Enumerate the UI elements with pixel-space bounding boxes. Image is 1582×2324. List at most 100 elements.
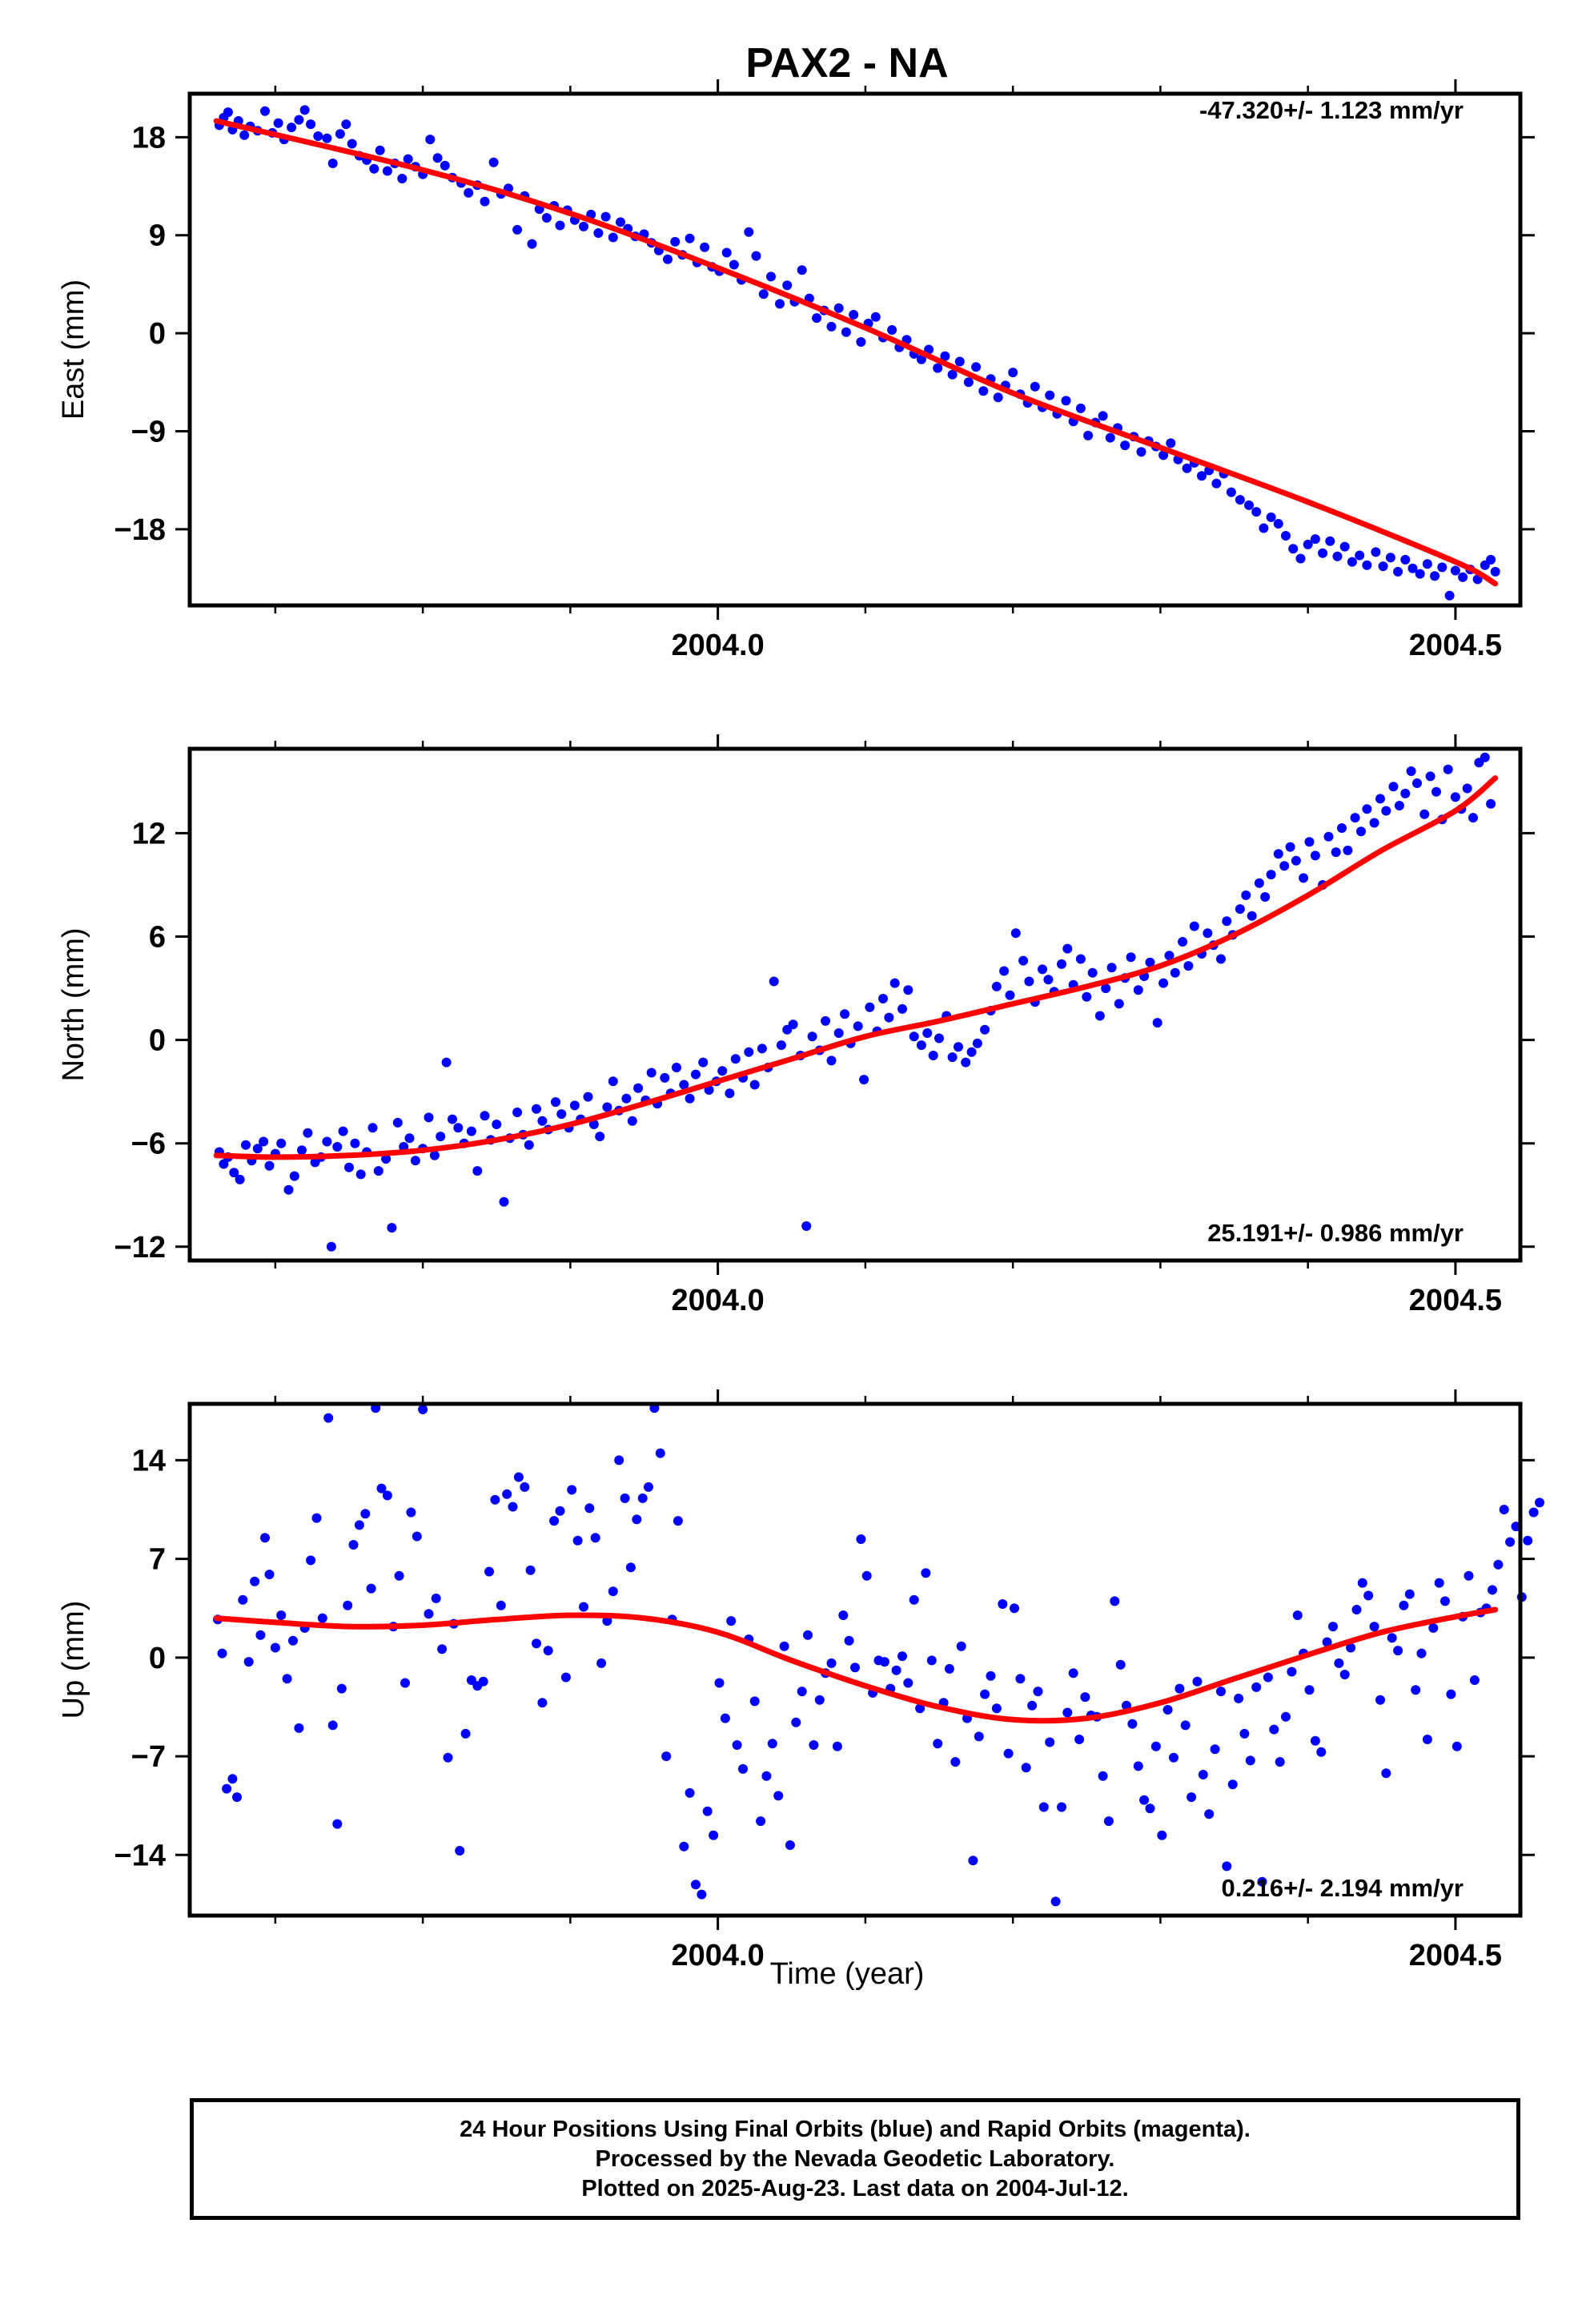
data-point (1241, 890, 1251, 900)
data-point (410, 1156, 420, 1166)
data-point (725, 1088, 735, 1099)
data-point (1399, 1600, 1409, 1610)
data-point (437, 1644, 448, 1655)
data-point (1216, 1687, 1226, 1697)
data-point (590, 1533, 600, 1543)
data-point (1304, 1685, 1315, 1695)
data-point (287, 123, 297, 133)
data-point (259, 1136, 269, 1147)
footer-line-3: Plotted on 2025-Aug-23. Last data on 200… (581, 2175, 1129, 2201)
data-point (685, 1093, 695, 1104)
data-point (480, 196, 490, 207)
data-point (844, 1635, 854, 1646)
data-point (217, 1648, 227, 1659)
data-point (1528, 1507, 1539, 1518)
data-point (431, 1593, 441, 1603)
data-point (1008, 368, 1018, 378)
data-point (1075, 403, 1086, 413)
data-point (773, 1791, 784, 1801)
data-point (1045, 1737, 1055, 1747)
data-point (775, 299, 785, 309)
data-point (1259, 523, 1269, 533)
data-point (833, 303, 844, 313)
data-point (766, 271, 776, 282)
data-point (1325, 536, 1335, 546)
data-point (375, 145, 385, 155)
data-point (928, 1051, 938, 1060)
data-point (1062, 1707, 1073, 1718)
data-point (1082, 991, 1092, 1002)
data-point (341, 119, 351, 130)
data-point (299, 105, 310, 115)
data-point (972, 1038, 982, 1048)
data-point (1446, 1689, 1456, 1699)
data-point (1211, 478, 1222, 489)
data-point (966, 1047, 977, 1057)
data-point (1419, 809, 1430, 819)
data-point (583, 1092, 593, 1102)
data-point (1133, 985, 1143, 995)
data-point (512, 1108, 523, 1117)
data-point (593, 228, 604, 238)
data-point (963, 377, 974, 388)
data-point (700, 242, 710, 252)
data-point (916, 354, 926, 364)
data-point (541, 213, 552, 223)
data-point (1239, 1728, 1250, 1739)
data-point (406, 1507, 416, 1518)
data-point (595, 1132, 605, 1142)
x-tick-label: 2004.5 (1409, 1939, 1502, 1972)
data-point (1145, 957, 1155, 967)
data-point (878, 994, 888, 1003)
data-point (464, 187, 474, 198)
data-point (382, 1490, 392, 1501)
data-point (633, 1083, 644, 1093)
data-point (584, 1503, 595, 1514)
data-point (744, 227, 754, 237)
data-point (926, 1655, 937, 1666)
data-point (243, 1657, 254, 1667)
data-point (644, 1482, 653, 1492)
data-point (1375, 1695, 1385, 1705)
data-point (1110, 1596, 1120, 1606)
data-point (1291, 855, 1301, 866)
data-point (655, 1448, 665, 1458)
data-point (1328, 1622, 1338, 1632)
data-point (1468, 813, 1478, 823)
data-point (327, 1720, 338, 1731)
data-point (499, 1196, 509, 1207)
data-point (841, 327, 851, 337)
data-point (496, 1600, 506, 1610)
data-point (602, 1102, 612, 1112)
chart-title: PAX2 - NA (745, 40, 948, 86)
data-point (1378, 561, 1388, 572)
data-point (944, 1663, 954, 1674)
data-point (1257, 1876, 1267, 1887)
data-point (1404, 1589, 1415, 1599)
data-point (1120, 440, 1130, 451)
data-point (1486, 554, 1496, 565)
data-point (709, 1830, 719, 1840)
data-point (602, 1616, 612, 1626)
data-point (1033, 1687, 1043, 1697)
data-point (347, 139, 357, 149)
data-point (403, 154, 413, 164)
data-point (769, 976, 779, 987)
data-point (466, 1675, 476, 1685)
data-point (492, 1120, 502, 1129)
data-point (1323, 831, 1334, 842)
data-point (335, 129, 345, 139)
data-point (782, 280, 793, 291)
data-point (432, 153, 443, 163)
data-point (826, 1055, 837, 1066)
data-point (1169, 1752, 1178, 1763)
data-point (1281, 531, 1291, 541)
data-point (627, 1116, 637, 1126)
data-point (1010, 1603, 1019, 1614)
y-axis-label: East (mm) (57, 279, 90, 420)
data-point (1369, 818, 1379, 828)
data-point (1387, 1633, 1397, 1643)
data-point (478, 1676, 488, 1687)
data-point (289, 1171, 299, 1181)
data-point (1216, 954, 1226, 964)
